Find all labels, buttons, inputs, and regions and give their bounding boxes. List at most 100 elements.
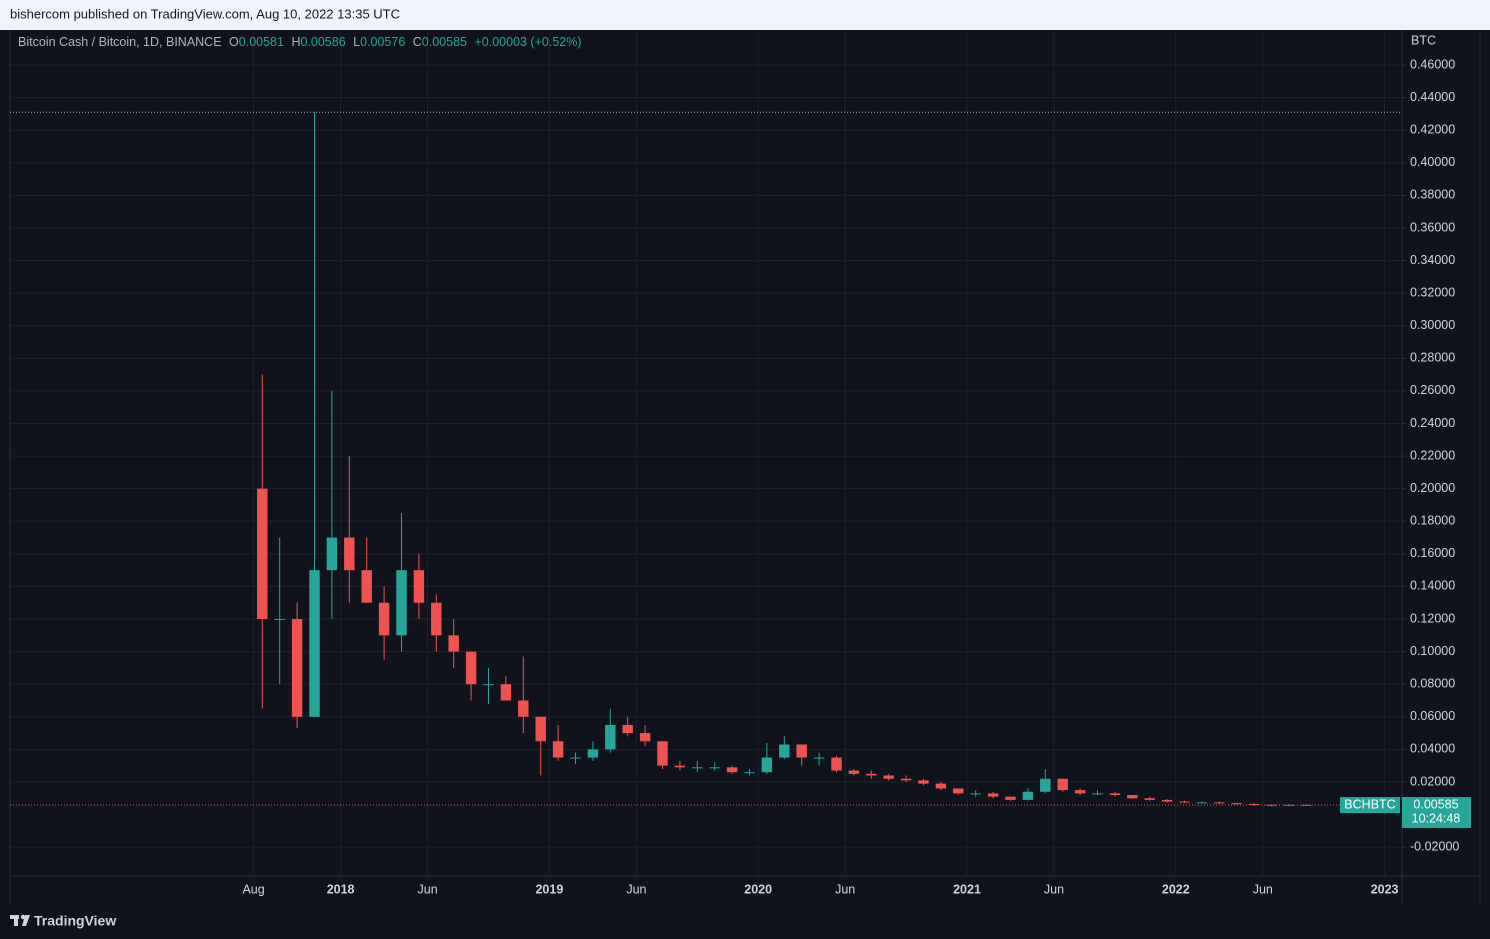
- candle-body: [1092, 793, 1103, 795]
- candle-body: [344, 537, 355, 571]
- price-unit: BTC: [1411, 33, 1436, 47]
- ohlc-value: 0.00586: [300, 35, 345, 49]
- y-tick-label: 0.22000: [1410, 448, 1455, 462]
- ohlc-value: 0.00581: [239, 35, 284, 49]
- countdown-label: 10:24:48: [1412, 811, 1461, 825]
- candle-body: [866, 773, 877, 776]
- candle-body: [326, 537, 338, 571]
- y-tick-label: 0.40000: [1410, 155, 1455, 169]
- candle-body: [535, 716, 546, 742]
- y-tick-label: 0.44000: [1410, 90, 1455, 104]
- candle-body: [1109, 793, 1121, 796]
- candle-body: [779, 744, 790, 758]
- candle-body: [1005, 796, 1016, 800]
- candle-body: [761, 757, 773, 773]
- candle-body: [518, 700, 529, 717]
- y-tick-label: 0.24000: [1410, 416, 1455, 430]
- y-tick-label: 0.38000: [1410, 188, 1455, 202]
- candle-body: [796, 744, 807, 758]
- candle-body: [622, 724, 633, 734]
- candle-body: [587, 749, 599, 758]
- x-tick-label: Jun: [1253, 882, 1273, 896]
- candle-body: [570, 757, 581, 759]
- y-tick-label: 0.12000: [1410, 611, 1455, 625]
- y-tick-label: 0.06000: [1410, 709, 1455, 723]
- ohlc-label: L: [353, 35, 360, 49]
- candle-body: [935, 783, 947, 789]
- candle-body: [1057, 778, 1068, 791]
- ohlc-label: H: [291, 35, 300, 49]
- candle-body: [465, 651, 477, 685]
- last-price-label: 0.00585: [1413, 797, 1458, 811]
- candle-body: [726, 767, 738, 773]
- candle-body: [813, 757, 825, 759]
- candle-body: [361, 570, 372, 603]
- candle-body: [448, 635, 459, 652]
- ohlc-label: C: [413, 35, 422, 49]
- candle-body: [1161, 799, 1173, 802]
- candle-body: [657, 741, 668, 766]
- candle-body: [831, 757, 842, 771]
- x-tick-label: Jun: [418, 882, 438, 896]
- x-tick-label: 2022: [1162, 882, 1190, 896]
- y-tick-label: 0.02000: [1410, 774, 1455, 788]
- y-tick-label: 0.04000: [1410, 742, 1455, 756]
- header-bar: [0, 0, 1490, 30]
- y-tick-label: 0.20000: [1410, 481, 1455, 495]
- candle-body: [552, 741, 564, 758]
- candle-body: [1179, 801, 1190, 803]
- candle-body: [291, 619, 303, 717]
- candle-body: [1248, 803, 1260, 805]
- logo-part: [22, 915, 30, 926]
- candle-body: [1214, 802, 1225, 804]
- candle-body: [848, 770, 860, 774]
- x-tick-label: Jun: [1044, 882, 1064, 896]
- y-tick-label: 0.36000: [1410, 220, 1455, 234]
- ticker-label: BCHBTC: [1344, 797, 1395, 811]
- ohlc-change: +0.00003 (+0.52%): [474, 35, 581, 49]
- y-tick-label: -0.02000: [1410, 839, 1459, 853]
- candle-body: [918, 780, 929, 784]
- candle-body: [900, 778, 912, 781]
- candle-body: [1074, 790, 1086, 794]
- y-tick-label: 0.34000: [1410, 253, 1455, 267]
- x-tick-label: 2021: [953, 882, 981, 896]
- y-tick-label: 0.46000: [1410, 57, 1455, 71]
- footer-brand: TradingView: [34, 913, 116, 929]
- y-tick-label: 0.32000: [1410, 285, 1455, 299]
- candle-body: [1266, 804, 1277, 806]
- candle-body: [987, 793, 999, 797]
- y-tick-label: 0.28000: [1410, 351, 1455, 365]
- candle-body: [674, 765, 686, 768]
- tradingview-logo: [10, 914, 30, 926]
- x-tick-label: 2019: [535, 882, 563, 896]
- x-tick-label: 2018: [327, 882, 355, 896]
- candle-body: [883, 775, 894, 779]
- candle-body: [1022, 791, 1034, 800]
- candle-body: [953, 788, 964, 794]
- candle-body: [639, 733, 651, 742]
- candle-body: [692, 767, 703, 769]
- y-tick-label: 0.16000: [1410, 546, 1455, 560]
- candle-body: [1231, 803, 1242, 805]
- y-tick-label: 0.30000: [1410, 318, 1455, 332]
- candle-body: [1040, 778, 1051, 792]
- candle-body: [257, 488, 268, 620]
- candle-body: [396, 570, 407, 636]
- x-tick-label: Aug: [242, 882, 264, 896]
- ticker-tag: [1340, 797, 1400, 814]
- candle-body: [378, 602, 390, 636]
- candle-body: [1144, 798, 1155, 800]
- y-tick-label: 0.10000: [1410, 644, 1455, 658]
- candle-body: [500, 684, 512, 701]
- x-tick-label: 2020: [744, 882, 772, 896]
- ohlc-value: 0.00576: [360, 35, 405, 49]
- candle-body: [1127, 795, 1138, 799]
- price-tag: [1402, 797, 1471, 829]
- ohlc-label: O: [229, 35, 239, 49]
- x-tick-label: Jun: [626, 882, 646, 896]
- candle-body: [309, 570, 320, 717]
- candle-body: [605, 724, 616, 750]
- candle-body: [274, 619, 285, 621]
